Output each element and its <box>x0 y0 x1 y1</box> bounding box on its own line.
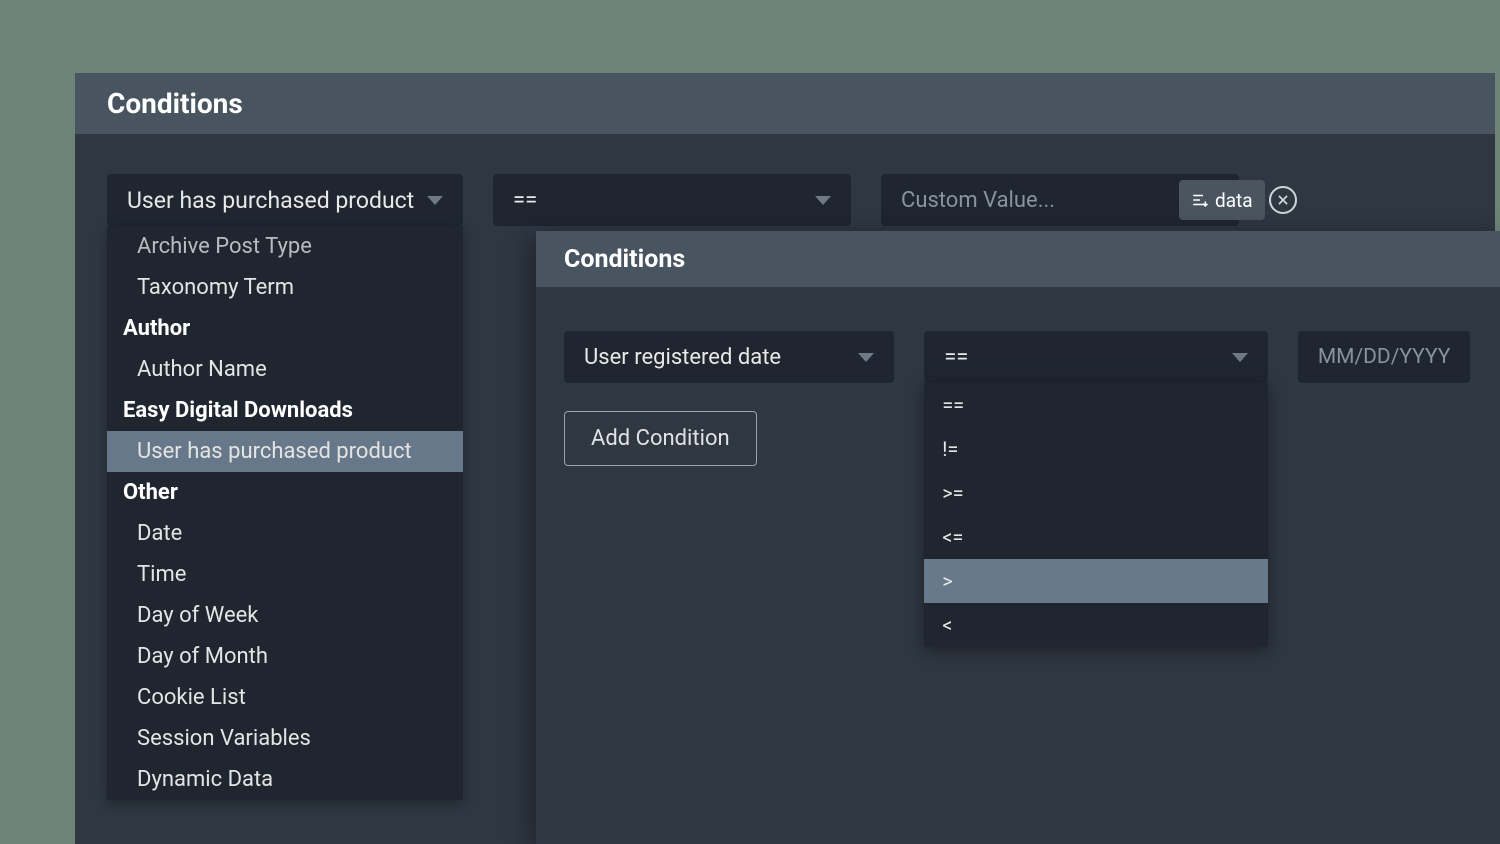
chevron-down-icon <box>815 196 831 205</box>
dropdown-item[interactable]: Day of Month <box>107 636 463 677</box>
dropdown-group-label: Easy Digital Downloads <box>107 390 463 431</box>
custom-value-input[interactable] <box>901 188 1179 213</box>
close-icon <box>1276 193 1290 207</box>
dropdown-group-label: Author <box>107 308 463 349</box>
chevron-down-icon <box>1232 353 1248 362</box>
custom-value-wrap: data <box>881 174 1239 226</box>
dropdown-item[interactable]: User has purchased product <box>107 431 463 472</box>
panel-title: Conditions <box>564 245 685 274</box>
dropdown-item[interactable]: Time <box>107 554 463 595</box>
operator-option[interactable]: > <box>924 559 1268 603</box>
operator-dropdown-list[interactable]: ==!=>=<=>< <box>924 383 1268 647</box>
date-input[interactable]: MM/DD/YYYY <box>1298 331 1470 383</box>
operator-select-value: == <box>944 345 968 370</box>
dropdown-item[interactable]: Day of Week <box>107 595 463 636</box>
panel-title: Conditions <box>107 87 243 120</box>
field-select[interactable]: User registered date <box>564 331 894 383</box>
operator-select[interactable]: == <box>924 331 1268 383</box>
conditions-panel-front: Conditions User registered date == ==!=>… <box>536 231 1500 844</box>
date-input-placeholder: MM/DD/YYYY <box>1318 345 1451 369</box>
remove-condition-button[interactable] <box>1269 186 1297 214</box>
data-button[interactable]: data <box>1179 180 1265 220</box>
dropdown-item[interactable]: Dynamic Data <box>107 759 463 800</box>
operator-option[interactable]: >= <box>924 471 1268 515</box>
field-select-value: User has purchased product <box>127 187 414 214</box>
dropdown-item[interactable]: Author Name <box>107 349 463 390</box>
dropdown-group-label: Other <box>107 472 463 513</box>
data-icon <box>1191 191 1209 209</box>
dropdown-item[interactable]: Session Variables <box>107 718 463 759</box>
field-select-value: User registered date <box>584 345 781 370</box>
field-dropdown-list[interactable]: Archive Post TypeTaxonomy TermAuthorAuth… <box>107 226 463 800</box>
dropdown-item[interactable]: Taxonomy Term <box>107 267 463 308</box>
add-condition-button[interactable]: Add Condition <box>564 411 757 466</box>
chevron-down-icon <box>858 353 874 362</box>
operator-option[interactable]: != <box>924 427 1268 471</box>
dropdown-item[interactable]: Cookie List <box>107 677 463 718</box>
dropdown-item[interactable]: Archive Post Type <box>107 226 463 267</box>
dropdown-item[interactable]: Date <box>107 513 463 554</box>
field-select[interactable]: User has purchased product <box>107 174 463 226</box>
data-button-label: data <box>1215 189 1253 212</box>
panel-titlebar: Conditions <box>75 73 1495 134</box>
operator-option[interactable]: <= <box>924 515 1268 559</box>
operator-select-value: == <box>513 188 537 213</box>
operator-option[interactable]: < <box>924 603 1268 647</box>
operator-option[interactable]: == <box>924 383 1268 427</box>
operator-select[interactable]: == <box>493 174 851 226</box>
chevron-down-icon <box>427 196 443 205</box>
panel-titlebar: Conditions <box>536 231 1500 287</box>
